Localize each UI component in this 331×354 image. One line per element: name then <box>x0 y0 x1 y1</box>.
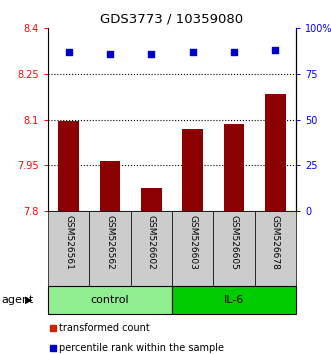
Point <box>231 49 237 55</box>
Bar <box>265 93 286 211</box>
Text: GSM526561: GSM526561 <box>64 215 73 270</box>
Text: GSM526602: GSM526602 <box>147 215 156 269</box>
Point <box>149 51 154 56</box>
Bar <box>141 188 162 211</box>
Text: IL-6: IL-6 <box>224 295 244 305</box>
Bar <box>48 286 172 314</box>
Bar <box>172 211 213 286</box>
Text: GSM526678: GSM526678 <box>271 215 280 270</box>
Bar <box>89 211 131 286</box>
Text: transformed count: transformed count <box>59 323 150 333</box>
Text: percentile rank within the sample: percentile rank within the sample <box>59 343 224 353</box>
Bar <box>100 161 120 211</box>
Bar <box>58 121 79 211</box>
Point <box>107 51 113 56</box>
Point <box>273 47 278 53</box>
Bar <box>224 124 244 211</box>
Title: GDS3773 / 10359080: GDS3773 / 10359080 <box>100 12 244 25</box>
Bar <box>50 325 56 331</box>
Text: GSM526562: GSM526562 <box>106 215 115 269</box>
Text: GSM526605: GSM526605 <box>229 215 239 270</box>
Bar <box>48 211 89 286</box>
Point <box>190 49 195 55</box>
Text: control: control <box>91 295 129 305</box>
Bar <box>182 129 203 211</box>
Text: GSM526603: GSM526603 <box>188 215 197 270</box>
Bar <box>131 211 172 286</box>
Point <box>66 49 71 55</box>
Bar <box>50 345 56 351</box>
Text: ▶: ▶ <box>25 295 32 305</box>
Bar <box>213 211 255 286</box>
Bar <box>172 286 296 314</box>
Text: agent: agent <box>2 295 34 305</box>
Bar <box>255 211 296 286</box>
